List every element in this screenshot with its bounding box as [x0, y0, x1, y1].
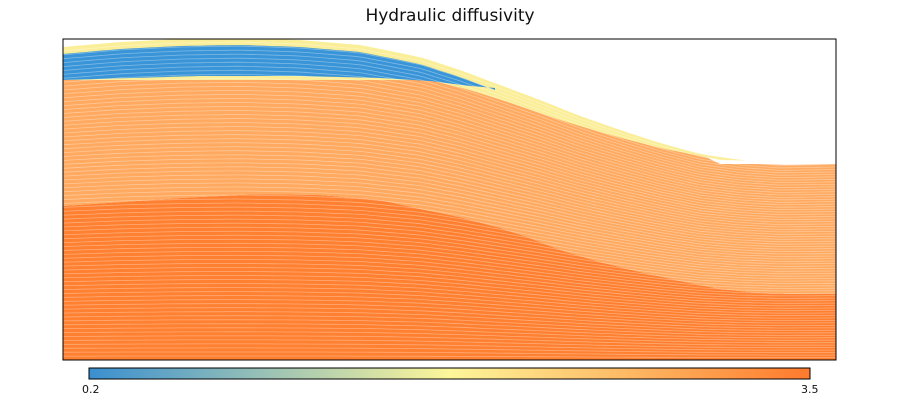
strat-line [63, 242, 836, 289]
strat-line [63, 202, 836, 265]
strat-line [63, 106, 836, 206]
strat-line [63, 255, 836, 297]
strat-line [63, 77, 836, 188]
strat-line [63, 246, 836, 292]
unit-top-unit [63, 45, 495, 91]
strat-line [63, 327, 836, 341]
colorbar-max-label: 3.5 [801, 383, 819, 396]
strat-line [63, 162, 836, 240]
strat-line [63, 122, 836, 215]
strat-line [63, 186, 836, 255]
chart-title: Hydraulic diffusivity [365, 6, 535, 26]
colorbar-min-label: 0.2 [82, 383, 100, 396]
strat-line [63, 73, 836, 186]
strat-line [63, 85, 836, 193]
strat-line [63, 138, 836, 225]
strat-line [63, 146, 836, 230]
strat-line [63, 190, 836, 257]
strat-line [63, 154, 836, 235]
strat-line [63, 311, 836, 331]
strat-line [63, 214, 836, 272]
strat-line [63, 49, 836, 171]
strat-line [63, 222, 836, 277]
strat-line [63, 307, 836, 329]
strat-line [63, 351, 836, 356]
strat-line [63, 315, 836, 334]
strat-line [63, 142, 836, 228]
strat-line [63, 230, 836, 282]
strat-line [63, 69, 836, 183]
strat-line [63, 250, 836, 294]
strat-line [63, 110, 836, 208]
strat-line [63, 323, 836, 339]
strat-line [63, 331, 836, 344]
strat-line [63, 178, 836, 250]
strat-line [63, 170, 836, 245]
strat-line [63, 130, 836, 220]
strat-line [63, 81, 836, 191]
strat-line [63, 65, 836, 181]
unit-middle-unit [63, 80, 836, 294]
strat-line [63, 198, 836, 262]
strat-line [63, 150, 836, 233]
strat-line [63, 210, 836, 270]
strat-line [63, 118, 836, 213]
strat-line [63, 287, 836, 316]
strat-line [63, 347, 836, 353]
strat-line [63, 355, 836, 358]
strat-line [63, 134, 836, 223]
strat-line [63, 299, 836, 324]
strat-line [63, 262, 836, 302]
strat-line [63, 194, 836, 260]
strat-line [63, 339, 836, 349]
strat-line [63, 158, 836, 238]
strat-line [63, 182, 836, 252]
strat-line [63, 126, 836, 218]
colorbar [88, 367, 811, 380]
strat-line [63, 283, 836, 314]
strat-line [63, 295, 836, 321]
strat-line [63, 206, 836, 267]
strat-line [63, 303, 836, 326]
strat-line [63, 343, 836, 351]
strat-line [63, 114, 836, 211]
strat-line [63, 275, 836, 309]
strat-line [63, 53, 836, 174]
strat-line [63, 41, 836, 166]
strat-line [63, 89, 836, 196]
strat-line [63, 319, 836, 336]
strat-line [63, 226, 836, 280]
strat-line [63, 218, 836, 275]
strat-line [63, 271, 836, 307]
strat-line [63, 61, 836, 178]
strat-line [63, 57, 836, 176]
strat-line [63, 335, 836, 346]
strat-line [63, 101, 836, 203]
strat-line [63, 259, 836, 299]
plot-frame [62, 38, 837, 361]
strat-line [63, 291, 836, 319]
unit-lower-unit [63, 194, 836, 360]
strat-line [63, 93, 836, 198]
strat-line [63, 279, 836, 312]
strat-line [63, 238, 836, 287]
strat-line [63, 166, 836, 243]
strat-line [63, 97, 836, 201]
strat-line [63, 45, 836, 169]
strat-line [63, 174, 836, 247]
strat-line [63, 266, 836, 304]
strat-line [63, 234, 836, 284]
